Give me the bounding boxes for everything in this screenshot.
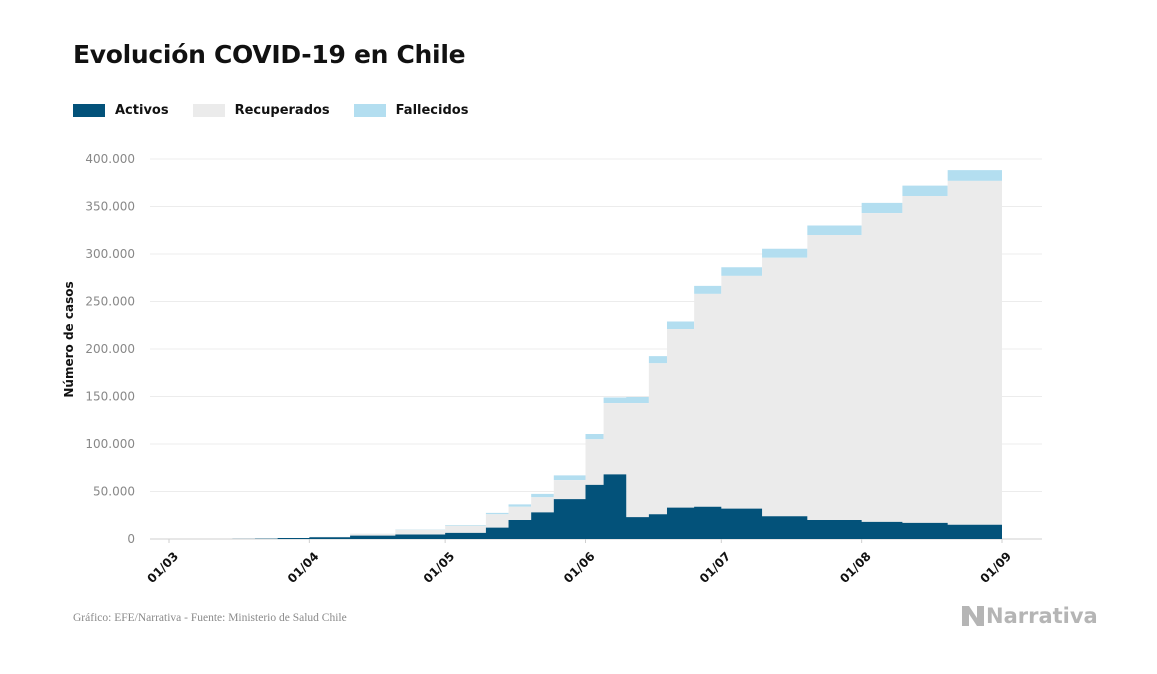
- x-tick-label: 01/04: [285, 549, 322, 586]
- x-tick-label: 01/09: [978, 549, 1015, 586]
- x-tick-label: 01/07: [697, 549, 734, 586]
- area-recuperados: [169, 161, 1002, 539]
- y-tick-label: 100.000: [85, 437, 135, 451]
- logo-text: Narrativa: [986, 604, 1098, 628]
- x-tick-label: 01/06: [561, 549, 598, 586]
- y-tick-label: 50.000: [93, 485, 135, 499]
- y-tick-label: 150.000: [85, 390, 135, 404]
- area-fallecidos: [169, 150, 1002, 539]
- y-tick-label: 350.000: [85, 200, 135, 214]
- legend-label-fallecidos: Fallecidos: [395, 103, 469, 118]
- y-tick-label: 200.000: [85, 342, 135, 356]
- y-tick-label: 0: [127, 532, 135, 546]
- legend-label-activos: Activos: [115, 103, 169, 118]
- y-tick-label: 300.000: [85, 247, 135, 261]
- source-note: Gráfico: EFE/Narrativa - Fuente: Ministe…: [73, 612, 347, 624]
- legend-label-recuperados: Recuperados: [234, 103, 330, 118]
- y-tick-label: 400.000: [85, 152, 135, 166]
- narrativa-logo: Narrativa: [962, 604, 1098, 628]
- legend-swatch-fallecidos: [353, 104, 386, 117]
- legend-item-fallecidos: Fallecidos: [353, 103, 469, 118]
- x-tick-label: 01/03: [145, 549, 182, 586]
- x-tick-label: 01/08: [837, 549, 874, 586]
- legend: Activos Recuperados Fallecidos: [73, 103, 492, 118]
- legend-item-activos: Activos: [73, 103, 169, 118]
- legend-swatch-recuperados: [192, 104, 225, 117]
- y-tick-label: 250.000: [85, 295, 135, 309]
- narrativa-n-icon: [962, 606, 984, 626]
- chart-title: Evolución COVID-19 en Chile: [73, 40, 466, 69]
- area-activos: [169, 474, 1002, 539]
- legend-swatch-activos: [73, 104, 105, 117]
- legend-item-recuperados: Recuperados: [192, 103, 330, 118]
- x-tick-label: 01/05: [421, 549, 458, 586]
- y-axis-label: Número de casos: [62, 281, 76, 397]
